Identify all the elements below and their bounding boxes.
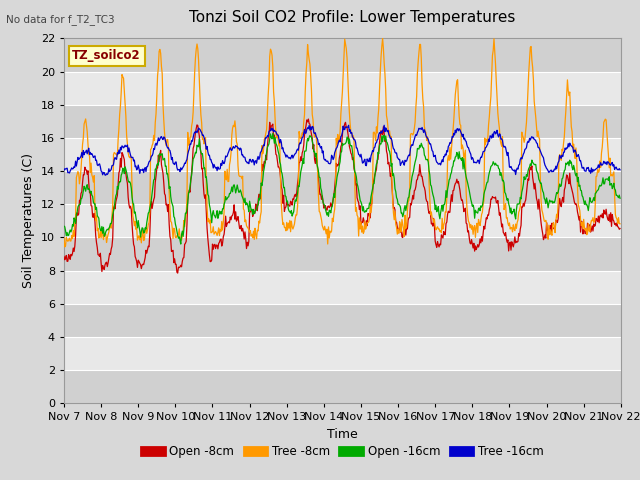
Tree -8cm bbox=[60, 235, 68, 240]
Bar bbox=[64, 304, 621, 337]
Text: Tonzi Soil CO2 Profile: Lower Temperatures: Tonzi Soil CO2 Profile: Lower Temperatur… bbox=[189, 10, 515, 24]
Legend: Open -8cm, Tree -8cm, Open -16cm, Tree -16cm: Open -8cm, Tree -8cm, Open -16cm, Tree -… bbox=[136, 441, 548, 463]
Tree -16cm bbox=[128, 155, 136, 160]
Open -16cm bbox=[214, 216, 221, 221]
Open -16cm bbox=[177, 241, 184, 247]
Tree -8cm bbox=[412, 120, 419, 125]
Open -8cm bbox=[185, 191, 193, 196]
Tree -8cm bbox=[379, 36, 387, 41]
Tree -16cm bbox=[428, 144, 435, 150]
X-axis label: Time: Time bbox=[327, 428, 358, 441]
Open -16cm bbox=[60, 223, 68, 229]
Open -8cm bbox=[174, 270, 182, 276]
Tree -16cm bbox=[412, 133, 419, 139]
Tree -8cm bbox=[616, 221, 624, 227]
Y-axis label: Soil Temperatures (C): Soil Temperatures (C) bbox=[22, 153, 35, 288]
Line: Tree -8cm: Tree -8cm bbox=[64, 38, 620, 247]
Tree -16cm bbox=[185, 148, 193, 154]
Line: Tree -16cm: Tree -16cm bbox=[64, 125, 620, 175]
Bar bbox=[64, 238, 621, 271]
Tree -8cm bbox=[428, 209, 435, 215]
Bar bbox=[64, 370, 621, 403]
Tree -16cm bbox=[70, 164, 78, 169]
Tree -16cm bbox=[102, 172, 109, 178]
Tree -8cm bbox=[128, 186, 136, 192]
Line: Open -8cm: Open -8cm bbox=[64, 119, 620, 273]
Tree -16cm bbox=[60, 168, 68, 173]
Open -8cm bbox=[616, 226, 624, 231]
Tree -16cm bbox=[380, 122, 388, 128]
Tree -8cm bbox=[61, 244, 68, 250]
Open -8cm bbox=[60, 254, 68, 260]
Tree -8cm bbox=[185, 142, 193, 148]
Bar bbox=[64, 105, 621, 138]
Tree -16cm bbox=[214, 164, 221, 170]
Open -8cm bbox=[305, 116, 312, 122]
Open -16cm bbox=[70, 215, 78, 221]
Open -16cm bbox=[412, 159, 419, 165]
Tree -8cm bbox=[71, 218, 79, 224]
Open -8cm bbox=[428, 221, 435, 227]
Open -8cm bbox=[70, 249, 78, 254]
Open -8cm bbox=[127, 207, 135, 213]
Open -16cm bbox=[428, 183, 435, 189]
Tree -8cm bbox=[214, 229, 221, 235]
Open -8cm bbox=[412, 187, 419, 193]
Bar bbox=[64, 38, 621, 72]
Bar bbox=[64, 171, 621, 204]
Open -16cm bbox=[269, 131, 276, 136]
Open -16cm bbox=[127, 185, 135, 191]
Text: No data for f_T2_TC3: No data for f_T2_TC3 bbox=[6, 14, 115, 25]
Open -8cm bbox=[214, 246, 221, 252]
Open -16cm bbox=[616, 195, 624, 201]
Tree -16cm bbox=[616, 167, 624, 173]
Text: TZ_soilco2: TZ_soilco2 bbox=[72, 49, 141, 62]
Line: Open -16cm: Open -16cm bbox=[64, 133, 620, 244]
Open -16cm bbox=[185, 190, 193, 196]
